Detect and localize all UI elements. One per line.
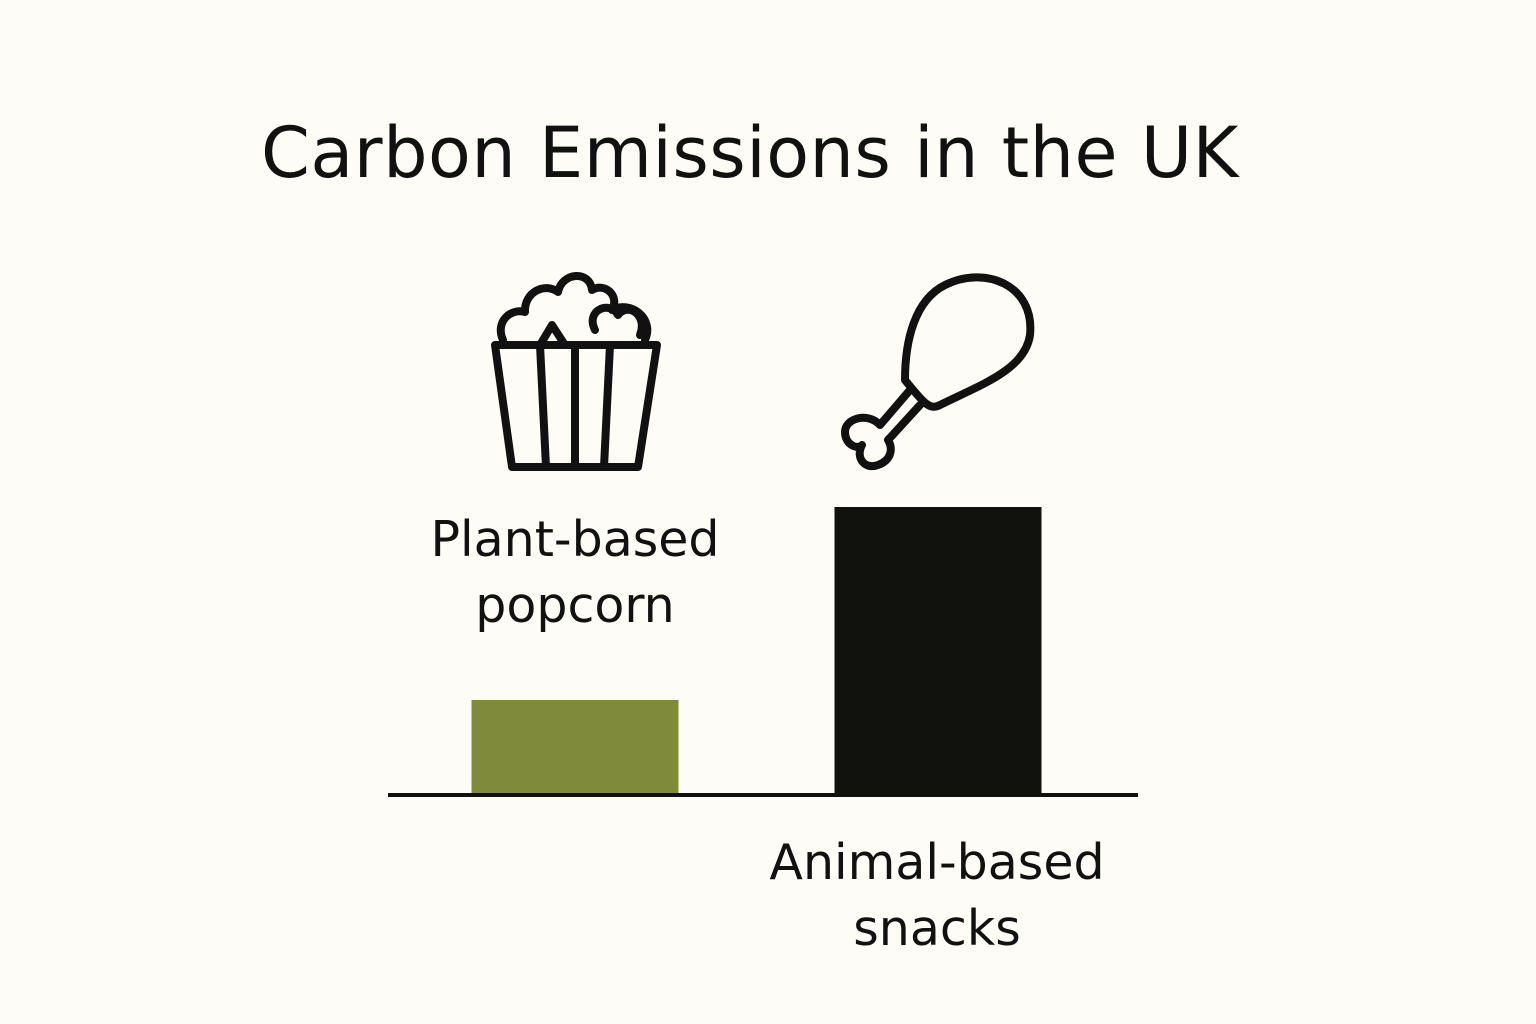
bar bbox=[834, 507, 1042, 795]
category-label: Animal-based snacks bbox=[769, 834, 1105, 957]
drumstick-icon bbox=[841, 273, 1035, 471]
category-label: Plant-based popcorn bbox=[430, 511, 720, 634]
popcorn-icon bbox=[491, 272, 661, 471]
chart-title: Carbon Emissions in the UK bbox=[261, 112, 1239, 194]
bar bbox=[471, 700, 679, 795]
